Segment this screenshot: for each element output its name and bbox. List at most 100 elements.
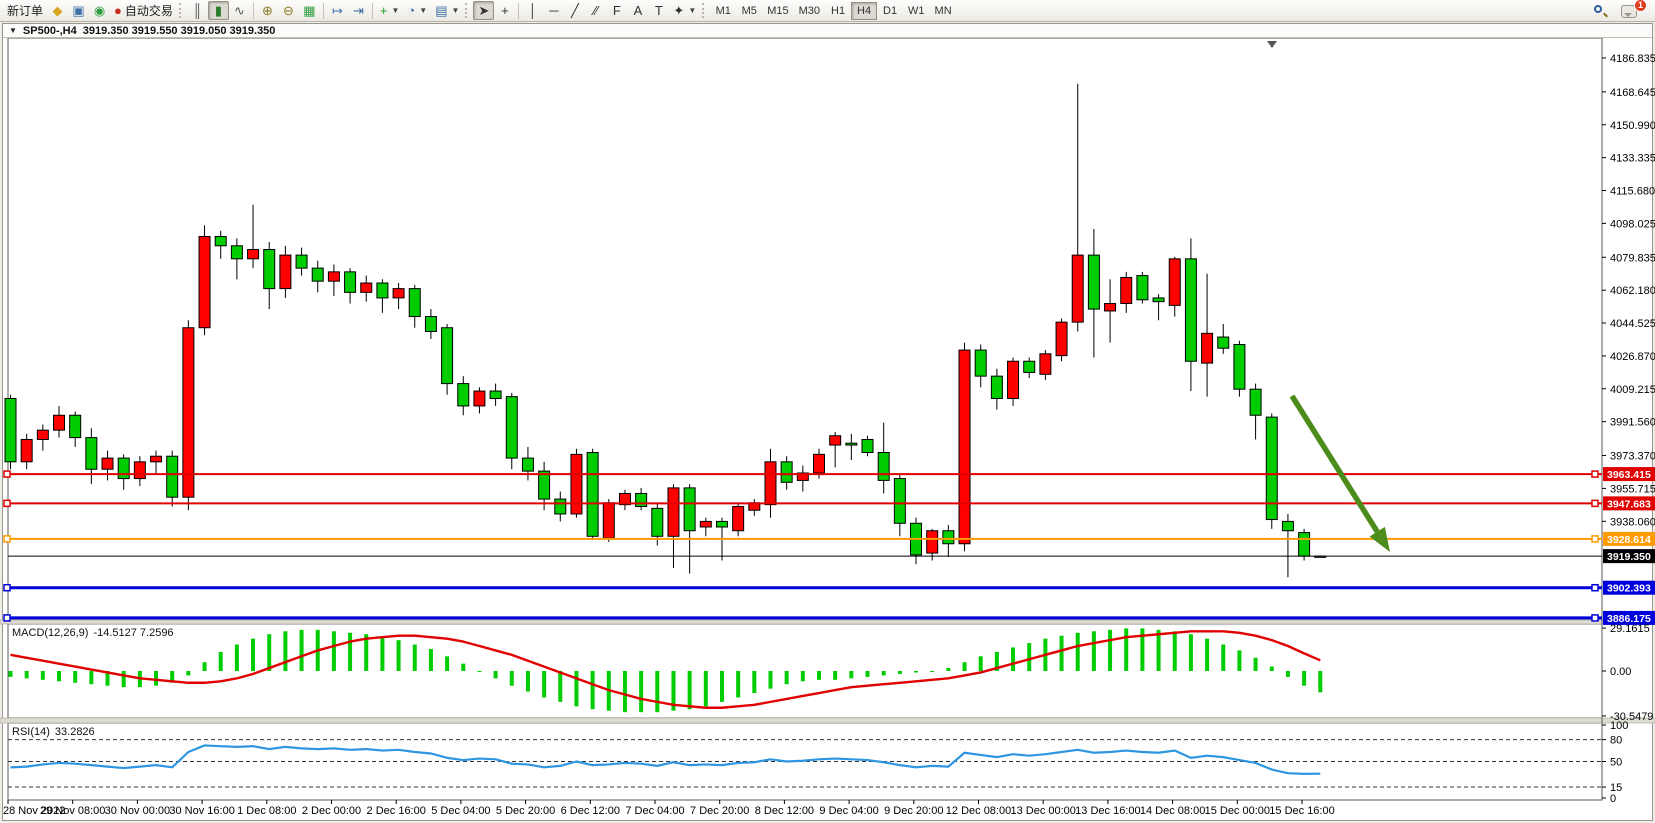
timeframe-w1-button[interactable]: W1: [908, 4, 925, 17]
svg-text:4133.335: 4133.335: [1610, 153, 1655, 165]
timeframe-m5-button[interactable]: M5: [741, 4, 757, 17]
panel-splitter[interactable]: [0, 717, 1655, 724]
chart-ohlc-readout: 3919.350 3919.550 3919.050 3919.350: [82, 24, 276, 37]
horizontal-line-icon[interactable]: ─: [543, 1, 564, 20]
vertical-line-icon[interactable]: │: [522, 1, 543, 20]
rsi-line: [10, 744, 1321, 776]
chevron-down-icon[interactable]: ▼: [419, 6, 428, 15]
svg-text:30 Nov 00:00: 30 Nov 00:00: [105, 805, 170, 817]
macd-histogram-bar: [364, 634, 369, 671]
macd-histogram-bar: [962, 662, 967, 671]
line-handle[interactable]: [3, 535, 11, 543]
timeframe-h1-button[interactable]: H1: [831, 4, 846, 17]
indicators-icon[interactable]: + ▼: [376, 1, 404, 20]
candlestick-chart-icon[interactable]: ▮: [207, 1, 229, 20]
line-handle[interactable]: [1591, 614, 1599, 622]
trend-arrow[interactable]: [1289, 394, 1380, 534]
line-chart-icon[interactable]: ∿: [229, 1, 250, 20]
timeframe-h4-button[interactable]: H4: [851, 1, 878, 20]
trend-arrow-head[interactable]: [1369, 526, 1390, 552]
chart-shift-icon[interactable]: ⇥: [348, 1, 369, 20]
line-handle[interactable]: [3, 470, 11, 478]
chevron-down-icon[interactable]: ▼: [688, 6, 697, 15]
zoom-out-icon: ⊖: [282, 3, 294, 18]
macd-histogram-bar: [558, 671, 563, 702]
arrows-icon[interactable]: ✦ ▼: [669, 1, 700, 20]
new-order-button[interactable]: 新订单: [3, 1, 47, 20]
candle-body: [538, 470, 551, 500]
macd-histogram-bar: [1059, 635, 1064, 671]
line-handle[interactable]: [1591, 583, 1599, 592]
line-handle[interactable]: [3, 583, 11, 592]
line-handle[interactable]: [1591, 535, 1599, 543]
notifications-button[interactable]: 1: [1617, 0, 1647, 21]
bar-chart-icon[interactable]: ║: [187, 1, 208, 20]
macd-histogram-bar: [1108, 629, 1113, 671]
line-handle[interactable]: [1591, 499, 1599, 508]
fibonacci-icon[interactable]: F: [606, 1, 627, 20]
svg-text:15 Dec 00:00: 15 Dec 00:00: [1205, 805, 1270, 817]
panel-splitter[interactable]: [0, 619, 1655, 625]
strategy-tester-icon[interactable]: ◉: [89, 1, 110, 20]
macd-histogram-bar: [817, 671, 821, 680]
text-icon[interactable]: A: [627, 1, 648, 20]
svg-text:3886.175: 3886.175: [1607, 613, 1651, 625]
macd-histogram-bar: [348, 632, 353, 671]
equidistant-channel-icon: ⁄⁄: [593, 3, 599, 18]
search-button[interactable]: [1589, 2, 1611, 21]
macd-histogram-bar: [428, 648, 433, 671]
chart-shift-marker[interactable]: [1267, 41, 1277, 48]
auto-scroll-icon[interactable]: ↦: [327, 1, 348, 20]
macd-histogram-bar: [1237, 650, 1242, 671]
trendline-icon[interactable]: ╱: [564, 1, 585, 20]
chart-window-titlebar[interactable]: ▼ SP500-,H4 3919.350 3919.550 3919.050 3…: [3, 24, 1652, 38]
timeframe-m1-button[interactable]: M1: [715, 4, 731, 17]
candle-body: [408, 288, 421, 318]
chevron-down-icon[interactable]: ▼: [451, 6, 460, 15]
macd-histogram-bar: [493, 671, 498, 679]
window-menu-icon[interactable]: ▼: [9, 26, 17, 35]
candle-body: [1281, 520, 1294, 532]
candle-body: [715, 520, 728, 528]
timeframe-d1-button[interactable]: D1: [883, 4, 898, 17]
equidistant-channel-icon[interactable]: ⁄⁄: [585, 1, 606, 20]
zoom-in-icon[interactable]: ⊕: [257, 1, 278, 20]
terminal-icon[interactable]: ▣: [68, 1, 89, 20]
price-axis[interactable]: 4186.835 4168.645 4150.990 4133.335 4115.680…: [1602, 53, 1655, 528]
templates-icon[interactable]: ▤ ▼: [431, 1, 463, 20]
periods-icon[interactable]: ◔ ▼: [403, 1, 431, 20]
timeframe-m15-button[interactable]: M15: [767, 4, 789, 17]
timeframe-m30-button[interactable]: M30: [798, 4, 821, 17]
macd-histogram-bar: [590, 671, 595, 710]
search-icon: [1593, 4, 1608, 18]
candle-body: [861, 438, 874, 454]
macd-histogram-bar: [1318, 671, 1323, 693]
cursor-icon[interactable]: ➤: [473, 1, 495, 20]
candle-body: [214, 235, 227, 247]
line-handle[interactable]: [3, 499, 11, 508]
macd-histogram-bar: [833, 671, 838, 680]
line-handle[interactable]: [1591, 470, 1599, 478]
timeframe-mn-button[interactable]: MN: [934, 4, 952, 17]
macd-histogram-bar: [234, 644, 239, 671]
candle-body: [1007, 360, 1020, 399]
indicators-icon: +: [379, 3, 388, 18]
chevron-down-icon[interactable]: ▼: [391, 6, 400, 15]
macd-histogram-bar: [1075, 632, 1080, 671]
text-label-icon[interactable]: T: [648, 1, 669, 20]
zoom-out-icon[interactable]: ⊖: [278, 1, 299, 20]
crosshair-icon[interactable]: +: [494, 1, 515, 20]
macd-histogram-bar: [703, 671, 708, 707]
macd-histogram-bar: [800, 671, 805, 682]
line-handle[interactable]: [3, 614, 11, 622]
macd-histogram-bar: [218, 651, 223, 671]
profile-icon[interactable]: ◆: [47, 1, 68, 20]
autotrading-button[interactable]: ● 自动交易: [110, 1, 177, 20]
tile-windows-icon[interactable]: ▦: [299, 1, 320, 20]
macd-histogram-bar: [1188, 634, 1193, 671]
main-toolbar: 新订单 ◆ ▣ ◉ ● 自动交易 ║ ▮ ∿ ⊕ ⊖ ▦ ↦ ⇥ + ▼ ◔ ▼ ▤ ▼ ➤ + │ ─ ╱ ⁄⁄ F A T ✦ ▼ M1 M…: [0, 0, 1655, 22]
candle-body: [764, 461, 777, 506]
